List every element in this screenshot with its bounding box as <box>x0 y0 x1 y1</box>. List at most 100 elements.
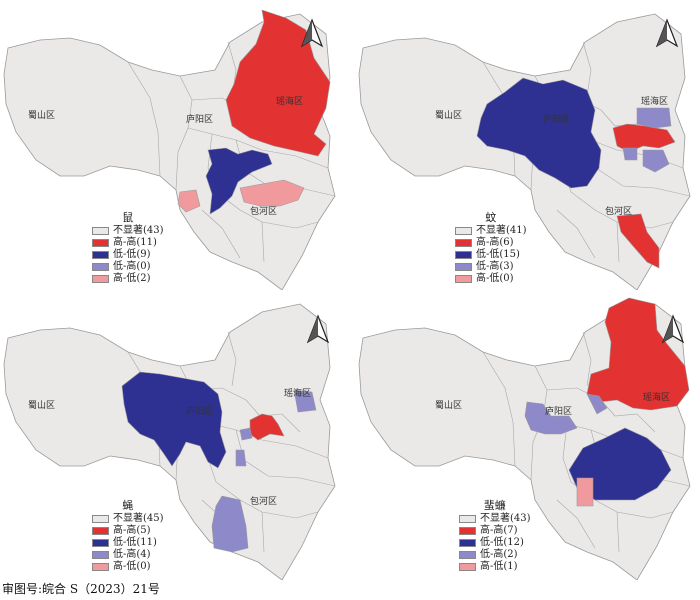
legend-swatch <box>455 227 472 235</box>
region-high-low <box>239 179 305 207</box>
legend-label: 不显著(45) <box>113 513 164 524</box>
legend-label: 高-低(2) <box>113 273 151 284</box>
region-low-high <box>211 495 249 553</box>
legend-swatch <box>459 563 476 571</box>
legend-row: 不显著(41) <box>455 225 527 237</box>
legend-swatch <box>455 275 472 283</box>
legend-swatch <box>92 563 109 571</box>
legend-row: 不显著(45) <box>92 513 164 525</box>
legend-label: 高-高(11) <box>113 237 157 248</box>
legend-label: 低-低(15) <box>476 249 520 260</box>
north-arrow-icon <box>300 18 324 48</box>
legend-swatch <box>92 551 109 559</box>
district-label-shushan: 蜀山区 <box>28 110 55 121</box>
north-arrow-icon <box>661 314 685 344</box>
legend-swatch <box>455 263 472 271</box>
legend-label: 低-高(4) <box>113 549 151 560</box>
region-low-high <box>642 149 670 173</box>
district-label-yaohai: 瑶海区 <box>284 387 311 399</box>
legend-swatch <box>92 527 109 535</box>
district-label-baohe: 包河区 <box>250 205 277 217</box>
region-low-high <box>239 427 253 441</box>
north-arrow-icon <box>306 314 330 344</box>
legend-row: 低-高(3) <box>455 261 527 273</box>
legend-row: 不显著(43) <box>92 225 164 237</box>
map-panel-mosquito: 蜀山区 庐阳区 瑶海区 包河区 蚊 不显著(41) 高-高(6) 低-低(15)… <box>355 0 700 290</box>
district-label-luyang: 庐阳区 <box>186 405 213 417</box>
legend-cockroach: 蜚蠊 不显著(43) 高-高(7) 低-低(12) 低-高(2) 高-低(1) <box>459 500 531 573</box>
legend-row: 低-低(11) <box>92 537 164 549</box>
legend-label: 低-低(11) <box>113 537 157 548</box>
region-low-high <box>636 107 672 129</box>
legend-label: 低-高(0) <box>113 261 151 272</box>
map-svg-mosquito: 蜀山区 庐阳区 瑶海区 包河区 <box>358 13 691 290</box>
region-low-low <box>476 77 602 189</box>
region-low-low <box>205 147 273 215</box>
legend-row: 低-高(0) <box>92 261 164 273</box>
legend-row: 高-低(0) <box>455 273 527 285</box>
legend-swatch <box>92 263 109 271</box>
region-low-high <box>524 401 578 435</box>
legend-label: 不显著(43) <box>113 225 164 236</box>
legend-label: 高-高(5) <box>113 525 151 536</box>
legend-label: 高-低(0) <box>113 561 151 572</box>
legend-swatch <box>459 515 476 523</box>
legend-title: 蚊 <box>485 211 497 224</box>
legend-swatch <box>455 239 472 247</box>
legend-row: 高-低(0) <box>92 561 164 573</box>
map-svg-fly: 蜀山区 庐阳区 瑶海区 包河区 <box>3 303 336 580</box>
legend-swatch <box>92 275 109 283</box>
region-high-high <box>225 9 331 157</box>
legend-swatch <box>455 251 472 259</box>
region-high-high <box>586 297 690 411</box>
legend-title: 鼠 <box>122 211 134 224</box>
legend-label: 不显著(41) <box>476 225 527 236</box>
legend-row: 低-低(15) <box>455 249 527 261</box>
region-low-low <box>121 371 227 469</box>
legend-row: 高-高(7) <box>459 525 531 537</box>
region-high-low <box>177 189 201 213</box>
map-approval-caption: 审图号:皖合 S（2023）21号 <box>2 582 160 596</box>
map-svg-rat: 蜀山区 庐阳区 瑶海区 包河区 <box>3 9 336 290</box>
region-low-high <box>293 389 317 413</box>
legend-swatch <box>92 227 109 235</box>
legend-label: 高-高(6) <box>476 237 514 248</box>
map-panel-cockroach: 蜀山区 庐阳区 瑶海区 蜚蠊 不显著(43) 高-高(7) 低-低(12) 低-… <box>355 290 700 580</box>
region-high-high <box>249 413 285 441</box>
legend-row: 不显著(43) <box>459 513 531 525</box>
legend-row: 低-高(4) <box>92 549 164 561</box>
legend-label: 低-低(12) <box>480 537 524 548</box>
legend-row: 高-高(11) <box>92 237 164 249</box>
legend-row: 高-高(6) <box>455 237 527 249</box>
legend-title: 蝇 <box>122 499 134 512</box>
north-arrow-icon <box>655 18 679 48</box>
district-label-yaohai: 瑶海区 <box>641 95 668 107</box>
district-label-yaohai: 瑶海区 <box>276 95 303 107</box>
legend-row: 高-低(2) <box>92 273 164 285</box>
legend-swatch <box>459 527 476 535</box>
legend-label: 低-高(3) <box>476 261 514 272</box>
district-label-baohe: 包河区 <box>250 495 277 507</box>
legend-label: 高-高(7) <box>480 525 518 536</box>
legend-label: 低-高(2) <box>480 549 518 560</box>
district-label-yaohai: 瑶海区 <box>643 391 670 403</box>
district-label-shushan: 蜀山区 <box>435 110 462 121</box>
region-low-high <box>586 393 608 415</box>
legend-label: 高-低(0) <box>476 273 514 284</box>
legend-row: 高-低(1) <box>459 561 531 573</box>
legend-swatch <box>92 539 109 547</box>
map-panel-fly: 蜀山区 庐阳区 瑶海区 包河区 蝇 不显著(45) 高-高(5) 低-低(11)… <box>0 290 350 580</box>
legend-title: 蜚蠊 <box>483 499 506 512</box>
legend-label: 低-低(9) <box>113 249 151 260</box>
legend-row: 高-高(5) <box>92 525 164 537</box>
region-low-high <box>622 147 638 161</box>
legend-row: 低-低(9) <box>92 249 164 261</box>
region-high-low <box>576 477 594 507</box>
legend-row: 低-高(2) <box>459 549 531 561</box>
legend-swatch <box>92 239 109 247</box>
legend-swatch <box>92 515 109 523</box>
legend-swatch <box>459 539 476 547</box>
district-label-shushan: 蜀山区 <box>435 400 462 411</box>
region-low-high <box>235 449 247 467</box>
district-label-luyang: 庐阳区 <box>545 405 572 417</box>
